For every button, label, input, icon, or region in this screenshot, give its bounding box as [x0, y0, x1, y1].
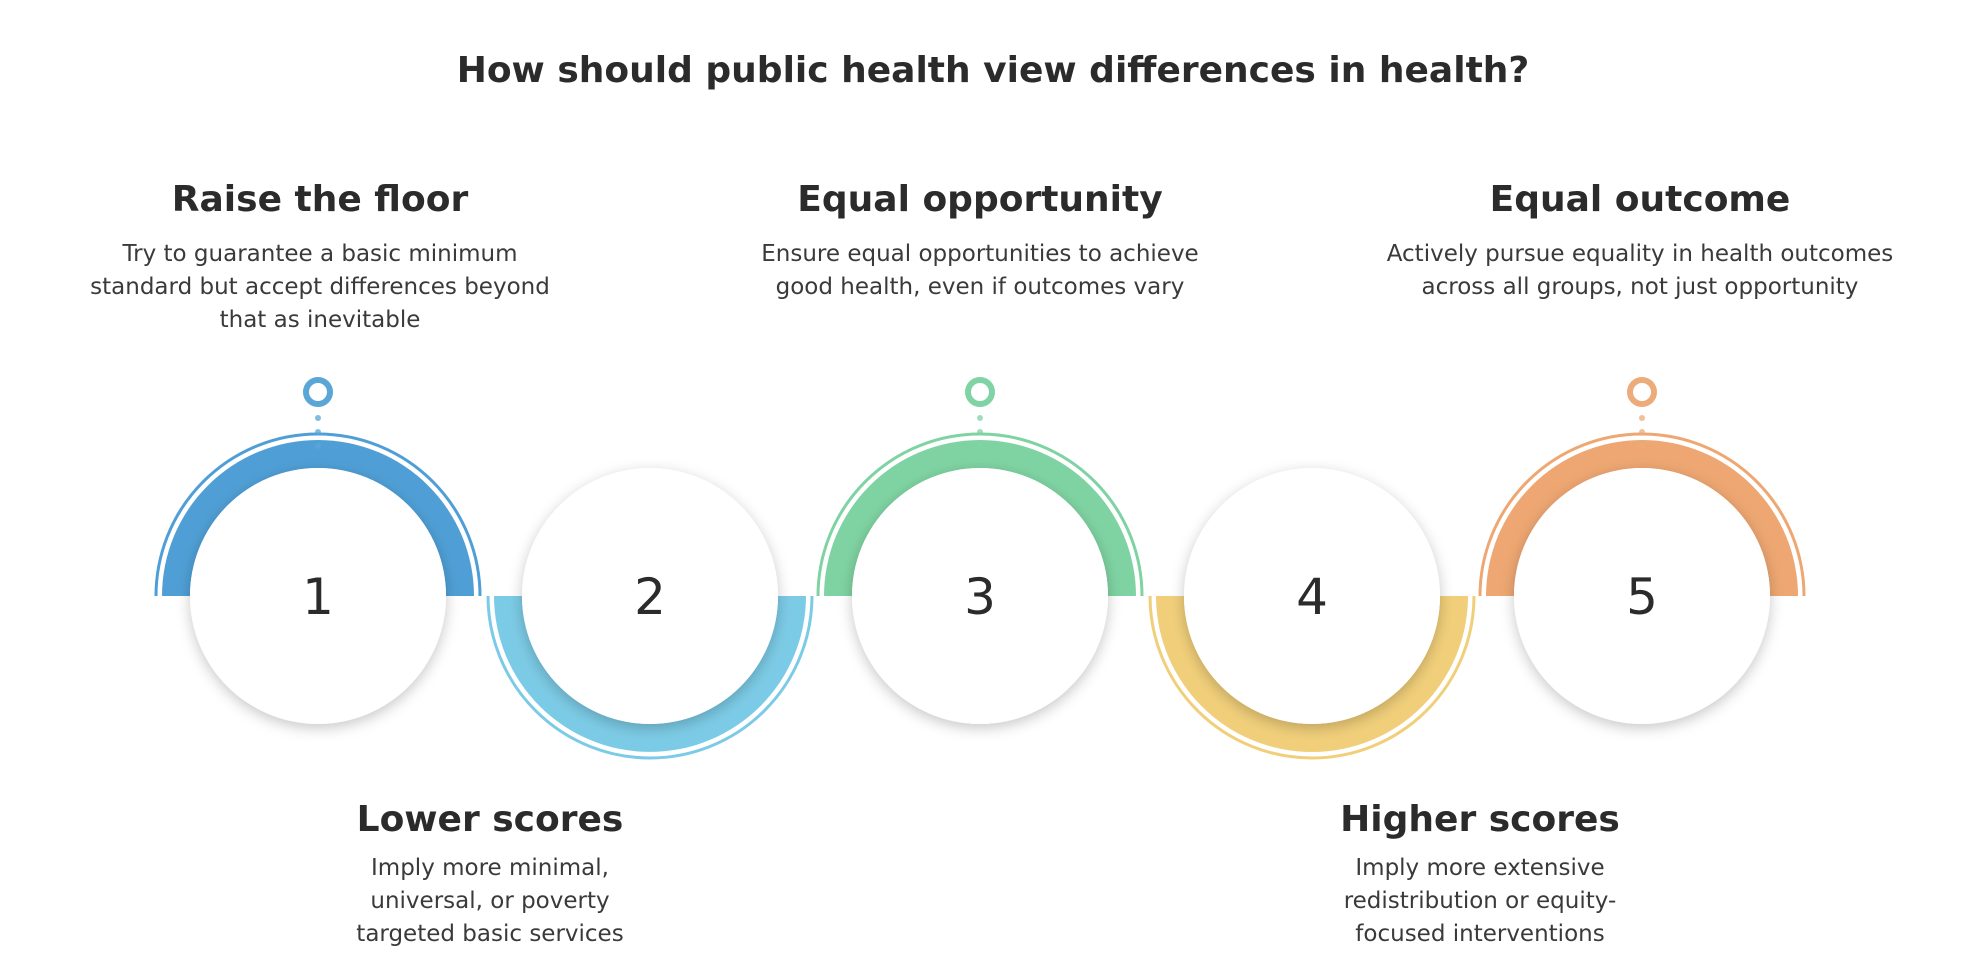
desc-higher-scores: Imply more extensive redistribution or e…: [1280, 852, 1680, 951]
desc-equal-outcome: Actively pursue equality in health outco…: [1320, 238, 1960, 304]
step-circle-3: [852, 468, 1108, 724]
desc-line: universal, or poverty: [370, 888, 610, 914]
desc-line: Imply more extensive: [1355, 855, 1605, 881]
step-circle-5: [1514, 468, 1770, 724]
desc-line: targeted basic services: [356, 921, 624, 947]
desc-line: standard but accept differences beyond: [90, 274, 550, 300]
step-circle-4: [1184, 468, 1440, 724]
pin-ring-3: [965, 377, 995, 407]
heading-equal-opportunity: Equal opportunity: [797, 179, 1163, 220]
desc-line: redistribution or equity-: [1343, 888, 1617, 914]
heading-equal-outcome: Equal outcome: [1489, 179, 1791, 220]
pin-dot-3-2: [977, 443, 983, 449]
pin-dot-1-1: [315, 429, 321, 435]
arc-band-5: [1486, 440, 1798, 596]
block-higher-scores: Higher scores Imply more extensive redis…: [1280, 798, 1680, 951]
block-equal-outcome: Equal outcome Actively pursue equality i…: [1320, 178, 1960, 304]
heading-raise-the-floor: Raise the floor: [171, 179, 469, 220]
heading-lower-scores: Lower scores: [356, 799, 624, 840]
desc-line: across all groups, not just opportunity: [1421, 274, 1859, 300]
desc-line: Ensure equal opportunities to achieve: [761, 241, 1199, 267]
step-number-1: 1: [302, 568, 334, 626]
arc-band-2: [494, 596, 806, 752]
arc-band-4: [1156, 596, 1468, 752]
step-circle-2: [522, 468, 778, 724]
pin-dot-1-2: [315, 443, 321, 449]
pin-dot-3-0: [977, 415, 983, 421]
page-title: How should public health view difference…: [456, 50, 1530, 91]
arc-band-3: [824, 440, 1136, 596]
step-number-3: 3: [964, 568, 996, 626]
desc-line: focused interventions: [1355, 921, 1605, 947]
pin-ring-5: [1627, 377, 1657, 407]
arc-outline-2: [486, 595, 814, 760]
desc-line: Imply more minimal,: [371, 855, 609, 881]
desc-line: Actively pursue equality in health outco…: [1386, 241, 1894, 267]
desc-raise-the-floor: Try to guarantee a basic minimum standar…: [30, 238, 610, 337]
arc-band-1: [162, 440, 474, 596]
desc-equal-opportunity: Ensure equal opportunities to achieve go…: [680, 238, 1280, 304]
pin-dot-1-0: [315, 415, 321, 421]
pin-dot-5-0: [1639, 415, 1645, 421]
desc-lower-scores: Imply more minimal, universal, or povert…: [290, 852, 690, 951]
desc-line: good health, even if outcomes vary: [775, 274, 1185, 300]
block-raise-the-floor: Raise the floor Try to guarantee a basic…: [30, 178, 610, 337]
block-equal-opportunity: Equal opportunity Ensure equal opportuni…: [680, 178, 1280, 304]
step-number-4: 4: [1296, 568, 1328, 626]
desc-line: that as inevitable: [219, 307, 421, 333]
pin-dot-5-2: [1639, 443, 1645, 449]
step-number-5: 5: [1626, 568, 1658, 626]
step-number-2: 2: [634, 568, 666, 626]
pin-dot-3-1: [977, 429, 983, 435]
desc-line: Try to guarantee a basic minimum: [122, 241, 518, 267]
pin-ring-1: [303, 377, 333, 407]
pin-dot-5-1: [1639, 429, 1645, 435]
arc-outline-4: [1148, 595, 1476, 760]
step-circle-1: [190, 468, 446, 724]
heading-higher-scores: Higher scores: [1340, 799, 1620, 840]
block-lower-scores: Lower scores Imply more minimal, univers…: [290, 798, 690, 951]
